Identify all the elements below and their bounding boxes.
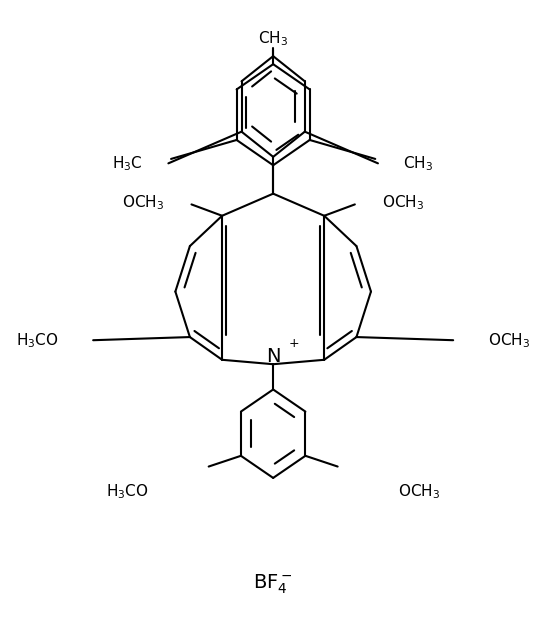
Text: OCH$_3$: OCH$_3$	[382, 194, 424, 212]
Text: CH$_3$: CH$_3$	[258, 29, 288, 48]
Text: OCH$_3$: OCH$_3$	[488, 331, 530, 349]
Text: H$_3$CO: H$_3$CO	[16, 331, 58, 349]
Text: N: N	[266, 346, 281, 365]
Text: OCH$_3$: OCH$_3$	[122, 194, 165, 212]
Text: OCH$_3$: OCH$_3$	[398, 483, 440, 501]
Text: BF$_4^-$: BF$_4^-$	[253, 572, 293, 596]
Text: H$_3$CO: H$_3$CO	[106, 483, 149, 501]
Text: H$_3$C: H$_3$C	[112, 154, 143, 173]
Text: +: +	[288, 337, 299, 350]
Text: CH$_3$: CH$_3$	[403, 154, 434, 173]
